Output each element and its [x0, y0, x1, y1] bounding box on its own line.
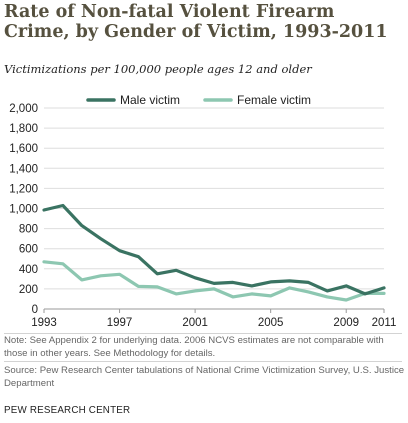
- x-axis-tick-labels: 1993 1997 2001 2005 2009 2011: [31, 309, 396, 329]
- chart-subtitle: Victimizations per 100,000 people ages 1…: [4, 62, 312, 76]
- y-tick-label: 200: [19, 284, 38, 296]
- chart-title: Rate of Non-fatal Violent Firearm Crime,…: [4, 2, 388, 42]
- y-tick-label: 400: [19, 264, 38, 276]
- legend-label: Female victim: [237, 93, 311, 107]
- x-tick-label: 1993: [31, 317, 57, 329]
- y-tick-label: 1,800: [9, 123, 38, 135]
- legend: Male victim Female victim: [86, 93, 311, 107]
- footer-brand: PEW RESEARCH CENTER: [4, 405, 131, 416]
- series-lines: [42, 203, 386, 302]
- note-divider: [4, 333, 402, 334]
- y-tick-label: 1,600: [9, 143, 38, 155]
- y-tick-label: 800: [19, 224, 38, 236]
- chart-source: Source: Pew Research Center tabulations …: [4, 365, 405, 389]
- y-gridlines: [44, 107, 384, 310]
- x-tick-label: 1997: [107, 317, 133, 329]
- x-tick-label: 2011: [372, 317, 397, 329]
- legend-label: Male victim: [120, 93, 180, 107]
- y-tick-label: 1,400: [9, 163, 38, 175]
- y-tick-label: 1,200: [9, 183, 38, 195]
- male-victim-line: [42, 203, 386, 296]
- y-axis-tick-labels: 0 200 400 600 800 1,000 1,200 1,400 1,600 1,800 2,…: [9, 103, 38, 316]
- line-chart: 0 200 400 600 800 1,000 1,200 1,400 1,600 1,800 2,…: [9, 93, 396, 329]
- female-victim-line: [42, 260, 386, 302]
- source-divider: [4, 361, 402, 362]
- x-tick-label: 2005: [258, 317, 284, 329]
- x-tick-label: 2009: [333, 317, 359, 329]
- chart-note: Note: See Appendix 2 for underlying data…: [4, 335, 384, 359]
- y-tick-label: 0: [32, 304, 38, 316]
- y-tick-label: 2,000: [9, 103, 38, 115]
- y-tick-label: 600: [19, 244, 38, 256]
- y-tick-label: 1,000: [9, 204, 38, 216]
- x-tick-label: 2001: [182, 317, 208, 329]
